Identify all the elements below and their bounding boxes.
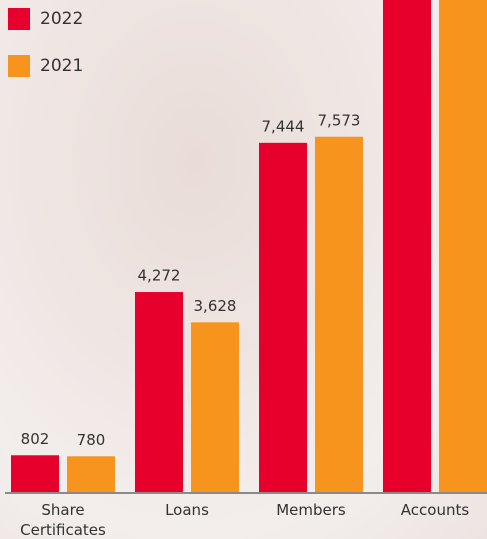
value-label: 3,628	[194, 297, 237, 315]
bar	[383, 0, 431, 493]
x-tick-label: Members	[251, 500, 371, 520]
x-tick-label: Accounts	[375, 500, 487, 520]
x-tick-label: Loans	[127, 500, 247, 520]
plot: 802 4,272 7,444 780 3,628 7,573 2022 2021	[0, 0, 487, 539]
legend-label: 2022	[40, 9, 83, 29]
bar	[67, 456, 115, 493]
bar	[439, 0, 487, 493]
legend-label: 2021	[40, 56, 83, 76]
legend-swatch	[8, 8, 30, 30]
bar	[191, 322, 239, 493]
bar	[135, 292, 183, 493]
legend-swatch	[8, 55, 30, 77]
value-label: 4,272	[138, 267, 181, 285]
value-label: 7,444	[262, 117, 305, 135]
chart: 802 4,272 7,444 780 3,628 7,573 2022 2021 Share…	[0, 0, 487, 539]
value-label: 802	[21, 430, 50, 448]
bar	[259, 143, 307, 493]
value-label: 780	[77, 431, 106, 449]
bar	[11, 455, 59, 493]
x-tick-label: Share Certificates	[13, 500, 113, 539]
value-label: 7,573	[318, 111, 361, 129]
bar	[315, 137, 363, 493]
